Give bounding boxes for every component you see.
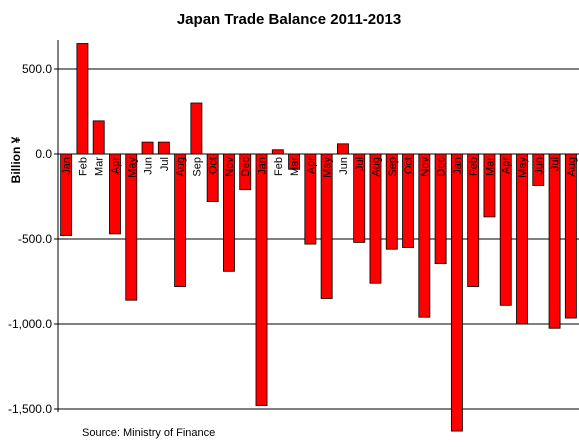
x-tick-label: Jan xyxy=(257,157,269,175)
x-tick-label: Mar xyxy=(94,157,106,176)
x-tick-label: Apr xyxy=(501,157,513,174)
x-tick-label: Oct xyxy=(403,157,415,174)
y-axis-label: Billion ¥ xyxy=(9,136,23,183)
x-tick-label: Oct xyxy=(208,157,220,174)
x-tick-label: Jul xyxy=(354,157,366,171)
bar xyxy=(402,153,414,248)
bar xyxy=(532,153,545,186)
bar xyxy=(271,149,284,155)
bar xyxy=(336,143,349,155)
bar xyxy=(174,153,187,288)
x-tick-label: Jun xyxy=(143,157,155,175)
bar xyxy=(141,141,154,155)
x-tick-label: Jan xyxy=(452,157,464,175)
bar xyxy=(548,153,561,329)
bar xyxy=(109,153,121,235)
x-tick-label: Mar xyxy=(484,157,496,176)
bar xyxy=(385,153,398,250)
chart-title: Japan Trade Balance 2011-2013 xyxy=(177,11,401,28)
bar xyxy=(239,153,252,191)
x-tick-label: Aug xyxy=(566,157,578,177)
bar xyxy=(483,153,496,218)
x-tick-label: Dec xyxy=(240,157,252,177)
y-tick-label: 0.0 xyxy=(35,147,52,161)
bar xyxy=(288,153,301,170)
x-tick-label: Jan xyxy=(61,157,73,175)
bar xyxy=(255,153,268,407)
x-tick-label: Feb xyxy=(77,157,89,176)
bar xyxy=(516,153,528,325)
x-tick-label: Nov xyxy=(224,157,236,177)
bar xyxy=(434,153,447,265)
x-tick-label: Feb xyxy=(468,157,480,176)
bar xyxy=(223,153,235,272)
bars xyxy=(60,43,577,432)
x-tick-labels: Jan Feb Mar Apr May Jun Jul Aug Sep Oct Nov Dec Jan F… xyxy=(61,157,578,178)
y-tick-label: -1,000.0 xyxy=(8,317,52,331)
x-tick-label: Apr xyxy=(110,157,122,174)
x-tick-label: Aug xyxy=(370,157,382,177)
bar xyxy=(353,153,366,243)
bar xyxy=(467,153,480,288)
x-tick-label: Aug xyxy=(175,157,187,177)
bar xyxy=(304,153,317,245)
x-tick-label: Apr xyxy=(305,157,317,174)
x-tick-label: Sep xyxy=(387,157,399,177)
bar xyxy=(92,120,105,155)
bar xyxy=(157,141,170,155)
x-tick-label: May xyxy=(126,157,138,178)
y-tick-label: 500.0 xyxy=(22,62,52,76)
x-tick-label: May xyxy=(517,157,529,178)
x-tick-label: Feb xyxy=(273,157,285,176)
x-tick-label: Jun xyxy=(338,157,350,175)
bar xyxy=(564,153,577,319)
source-note: Source: Ministry of Finance xyxy=(82,427,215,439)
x-tick-label: Jul xyxy=(159,157,171,171)
bar xyxy=(206,153,219,202)
bar xyxy=(450,153,463,432)
bar xyxy=(125,153,138,301)
x-tick-label: Jul xyxy=(550,157,562,171)
y-tick-label: -500.0 xyxy=(18,232,52,246)
bar xyxy=(499,153,512,306)
bar xyxy=(190,102,203,155)
y-tick-labels: 500.0 0.0 -500.0 -1,000.0 -1,500.0 xyxy=(8,62,52,416)
x-tick-label: May xyxy=(322,157,334,178)
x-tick-label: Nov xyxy=(419,157,431,177)
x-tick-label: Sep xyxy=(191,157,203,177)
y-tick-label: -1,500.0 xyxy=(8,402,52,416)
bar xyxy=(369,153,382,284)
x-tick-label: Mar xyxy=(289,157,301,176)
axes xyxy=(54,40,59,412)
bar xyxy=(60,153,73,236)
x-tick-label: Jun xyxy=(533,157,545,175)
bar xyxy=(76,43,89,155)
x-tick-label: Dec xyxy=(436,157,448,177)
bar xyxy=(320,153,333,299)
bar xyxy=(418,153,431,318)
